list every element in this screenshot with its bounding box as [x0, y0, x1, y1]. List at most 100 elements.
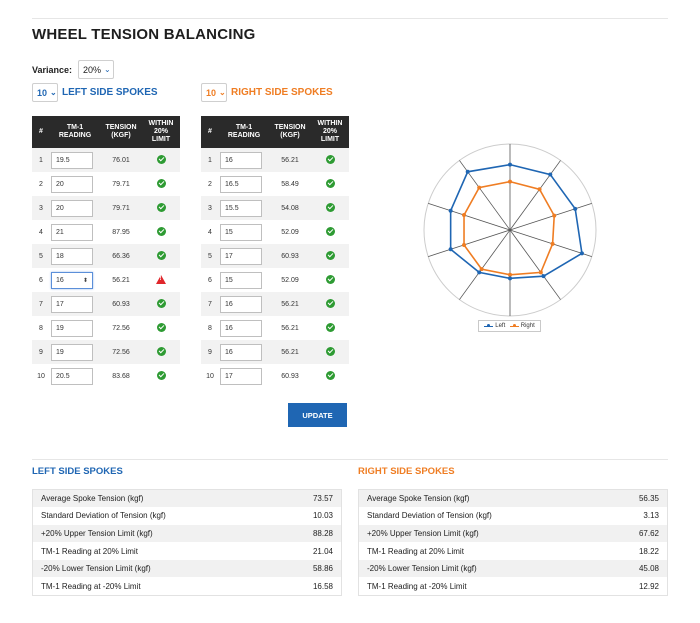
spoke-number: 4: [201, 220, 219, 244]
check-circle-icon: [325, 202, 335, 212]
stat-label: +20% Upper Tension Limit (kgf): [32, 524, 282, 543]
tm1-reading-value: 16: [225, 348, 233, 356]
right-spokes-header: 10 ⌄ RIGHT SIDE SPOKES: [201, 83, 333, 102]
tension-value: 66.36: [100, 244, 142, 268]
tm1-reading-input[interactable]: 17: [51, 295, 93, 313]
tm1-reading-input[interactable]: 19.5: [51, 151, 93, 169]
stats-row: TM-1 Reading at -20% Limit 16.58: [32, 577, 342, 596]
legend-right-swatch: [509, 324, 519, 327]
right-count-value: 10: [206, 87, 217, 98]
tm1-reading-input[interactable]: 19: [51, 343, 93, 361]
tm1-reading-input[interactable]: 16.5: [220, 175, 262, 193]
check-circle-icon: [156, 202, 166, 212]
tension-value: 60.93: [269, 364, 311, 388]
tm1-reading-value: 16: [225, 324, 233, 332]
stat-value: 67.62: [607, 524, 668, 543]
reading-cell: 18: [50, 244, 100, 268]
stat-label: +20% Upper Tension Limit (kgf): [358, 524, 608, 543]
tm1-reading-input[interactable]: 15.5: [220, 199, 262, 217]
within-limit-cell: [311, 220, 349, 244]
left-spokes-title: LEFT SIDE SPOKES: [62, 87, 158, 98]
right-count-select[interactable]: 10 ⌄: [201, 83, 227, 102]
tm1-reading-value: 17: [225, 252, 233, 260]
spoke-number: 2: [201, 172, 219, 196]
stat-label: TM-1 Reading at 20% Limit: [32, 542, 282, 560]
tm1-reading-input[interactable]: 16 ⬍: [51, 271, 93, 289]
reading-cell: 20: [50, 172, 100, 196]
tm1-reading-input[interactable]: 20.5: [51, 367, 93, 385]
spoke-row: 9 19 72.56: [32, 340, 180, 364]
reading-cell: 16: [219, 340, 269, 364]
reading-cell: 19: [50, 316, 100, 340]
tm1-reading-value: 17: [225, 372, 233, 380]
tm1-reading-value: 20: [56, 204, 64, 212]
tm1-reading-value: 21: [56, 228, 64, 236]
tm1-reading-input[interactable]: 17: [220, 247, 262, 265]
tm1-reading-input[interactable]: 20: [51, 199, 93, 217]
reading-cell: 20: [50, 196, 100, 220]
radar-point-right: [552, 213, 557, 218]
section-divider: [32, 459, 668, 460]
check-circle-icon: [156, 370, 166, 380]
tm1-reading-input[interactable]: 16: [220, 151, 262, 169]
tm1-reading-input[interactable]: 16: [220, 319, 262, 337]
within-limit-cell: [142, 220, 180, 244]
tension-value: 52.09: [269, 268, 311, 292]
stat-value: 18.22: [607, 542, 668, 560]
variance-select[interactable]: 20% ⌄: [78, 60, 115, 79]
col-header-tension: TENSION (KGF): [100, 116, 142, 148]
tm1-reading-input[interactable]: 18: [51, 247, 93, 265]
check-circle-icon: [156, 226, 166, 236]
stats-row: Standard Deviation of Tension (kgf) 10.03: [32, 507, 342, 525]
radar-spoke-axis: [459, 229, 511, 300]
stats-row: -20% Lower Tension Limit (kgf) 58.86: [32, 559, 342, 578]
within-limit-cell: [142, 244, 180, 268]
spoke-number: 9: [201, 340, 219, 364]
check-circle-icon: [325, 370, 335, 380]
within-limit-cell: [311, 244, 349, 268]
tm1-reading-value: 16: [225, 300, 233, 308]
tm1-reading-input[interactable]: 16: [220, 295, 262, 313]
spoke-row: 5 18 66.36: [32, 244, 180, 268]
tm1-reading-value: 16: [225, 156, 233, 164]
reading-cell: 15: [219, 268, 269, 292]
tm1-reading-value: 19: [56, 324, 64, 332]
spoke-number: 3: [201, 196, 219, 220]
spoke-number: 2: [32, 172, 50, 196]
tm1-reading-value: 17: [56, 300, 64, 308]
within-limit-cell: [311, 172, 349, 196]
tm1-reading-value: 15.5: [225, 204, 239, 212]
tm1-reading-input[interactable]: 15: [220, 223, 262, 241]
stats-row: +20% Upper Tension Limit (kgf) 67.62: [358, 524, 668, 543]
spoke-row: 5 17 60.93: [201, 244, 349, 268]
check-circle-icon: [156, 346, 166, 356]
check-circle-icon: [325, 274, 335, 284]
tm1-reading-value: 18: [56, 252, 64, 260]
check-circle-icon: [156, 154, 166, 164]
tm1-reading-input[interactable]: 19: [51, 319, 93, 337]
stat-value: 3.13: [607, 507, 668, 525]
left-count-select[interactable]: 10 ⌄: [32, 83, 58, 102]
tm1-reading-value: 19.5: [56, 156, 70, 164]
tension-value: 58.49: [269, 172, 311, 196]
radar-point-left: [508, 276, 512, 281]
radar-point-right: [508, 179, 512, 184]
tension-value: 72.56: [100, 340, 142, 364]
right-stats-table: Average Spoke Tension (kgf) 56.35 Standard…: [358, 489, 668, 596]
reading-cell: 20.5: [50, 364, 100, 388]
tm1-reading-input[interactable]: 21: [51, 223, 93, 241]
tm1-reading-input[interactable]: 17: [220, 367, 262, 385]
check-circle-icon: [325, 250, 335, 260]
tm1-reading-input[interactable]: 16: [220, 343, 262, 361]
tm1-reading-input[interactable]: 15: [220, 271, 262, 289]
radar-point-left: [477, 270, 482, 275]
legend-right-label: Right: [520, 323, 535, 329]
within-limit-cell: [142, 364, 180, 388]
tm1-reading-input[interactable]: 20: [51, 175, 93, 193]
update-button[interactable]: UPDATE: [288, 403, 347, 427]
radar-point-right: [462, 242, 467, 247]
stat-label: Average Spoke Tension (kgf): [358, 489, 608, 508]
spinner-icon[interactable]: ⬍: [82, 277, 88, 284]
stat-value: 12.92: [607, 577, 668, 596]
radar-point-left: [448, 208, 453, 213]
